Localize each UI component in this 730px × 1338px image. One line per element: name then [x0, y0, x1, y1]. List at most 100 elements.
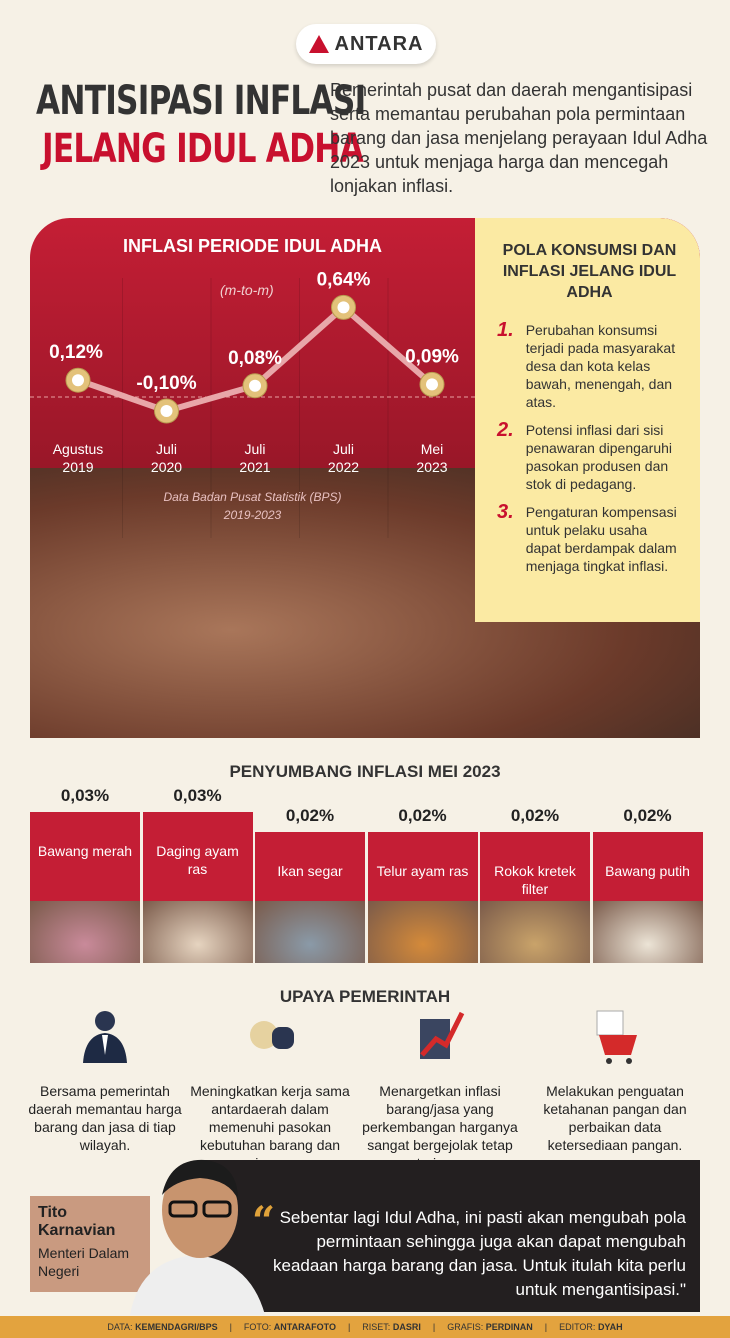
effort-item: Bersama pemerintah daerah memantau harga…	[20, 1005, 190, 1154]
pattern-item: 3. Pengaturan kompensasi untuk pelaku usa…	[497, 501, 682, 575]
data-point-center	[337, 301, 350, 314]
speaker-name: Tito Karnavian	[38, 1204, 116, 1239]
contributor-item: 0,03% Bawang merah	[30, 786, 140, 963]
contributor-card: Bawang merah	[30, 812, 140, 963]
consumption-pattern-box: POLA KONSUMSI DAN INFLASI JELANG IDUL AD…	[475, 218, 700, 622]
credit-key: EDITOR:	[559, 1322, 596, 1332]
product-photo	[142, 901, 253, 963]
x-tick-label: 2022	[328, 459, 359, 475]
divider: |	[347, 1322, 351, 1332]
page-title-line1: ANTISIPASI INFLASI	[36, 78, 366, 124]
data-point-center	[426, 378, 438, 391]
item-number: 3.	[497, 501, 514, 523]
government-efforts-title: UPAYA PEMERINTAH	[279, 987, 451, 1006]
effort-text: Melakukan penguatan ketahanan pangan dan…	[543, 1083, 687, 1153]
credit-key: FOTO:	[243, 1322, 272, 1332]
credit-value: ANTARAFOTO	[273, 1322, 336, 1332]
contributor-label: Daging ayam ras	[156, 843, 239, 877]
quote-box: Sebentar lagi Idul Adha, ini pasti akan …	[200, 1160, 700, 1312]
speaker-card: Tito Karnavian Menteri Dalam Negeri	[30, 1196, 150, 1292]
divider: |	[432, 1322, 436, 1332]
credit-item: EDITOR: DYAH	[559, 1322, 623, 1332]
pattern-title: POLA KONSUMSI DAN INFLASI JELANG IDUL AD…	[502, 242, 677, 301]
pattern-item: 2. Potensi inflasi dari sisi penawaran di…	[497, 419, 682, 493]
quote-mark-icon: “	[252, 1198, 276, 1245]
credit-item: RISET: DASRI	[362, 1322, 421, 1332]
contributor-card: Rokok kretek filter	[480, 832, 590, 963]
source-line2: 2019-2023	[223, 508, 282, 522]
page-title-line2: JELANG IDUL ADHA	[42, 126, 364, 172]
contributor-value: 0,02%	[285, 806, 335, 825]
antara-logo: ANTARA	[296, 24, 436, 64]
contributor-item: 0,02% Rokok kretek filter	[480, 806, 590, 963]
credit-key: DATA:	[107, 1322, 133, 1332]
contributor-card: Daging ayam ras	[142, 812, 253, 963]
effort-text: Bersama pemerintah daerah memantau harga…	[28, 1083, 182, 1153]
credit-value: KEMENDAGRI/BPS	[135, 1322, 218, 1332]
x-tick-label: 2020	[151, 459, 182, 475]
data-label: 0,12%	[49, 342, 103, 363]
data-point-center	[160, 405, 173, 417]
contributor-value: 0,02%	[623, 806, 672, 825]
credit-value: PERDINAN	[485, 1322, 533, 1332]
x-tick-label: 2021	[239, 459, 270, 475]
x-tick-label: 2019	[62, 459, 93, 475]
contributor-label: Bawang merah	[37, 843, 133, 859]
contributor-value: 0,02%	[510, 806, 560, 825]
antara-logo-icon	[308, 35, 329, 53]
item-text: Perubahan konsumsi terjadi pada masyarak…	[525, 322, 676, 410]
intro-text: Pemerintah pusat dan daerah mengantisipa…	[330, 80, 708, 196]
effort-text: Menargetkan inflasi barang/jasa yang per…	[362, 1083, 518, 1171]
product-photo	[367, 901, 478, 963]
contributor-value: 0,03%	[173, 786, 222, 805]
data-point-center	[249, 379, 261, 392]
speaker-portrait	[130, 1159, 265, 1315]
credit-key: GRAFIS:	[447, 1322, 484, 1332]
rising-chart-icon	[420, 1011, 465, 1059]
effort-text: Meningkatkan kerja sama antardaerah dala…	[190, 1083, 350, 1171]
contributor-card: Bawang putih	[592, 832, 703, 963]
contributor-card: Telur ayam ras	[367, 832, 478, 963]
source-line1: Data Badan Pusat Statistik (BPS)	[163, 490, 342, 504]
x-tick-label: Agustus	[53, 441, 104, 457]
quote-text: Sebentar lagi Idul Adha, ini pasti akan …	[272, 1208, 686, 1299]
x-tick-label: Juli	[156, 441, 177, 457]
effort-item: Meningkatkan kerja sama antardaerah dala…	[185, 1005, 355, 1172]
contributor-item: 0,02% Ikan segar	[255, 806, 365, 963]
contributor-label: Telur ayam ras	[376, 863, 469, 879]
contributor-card: Ikan segar	[255, 832, 365, 963]
product-photo	[592, 901, 703, 963]
x-tick-label: Juli	[333, 441, 354, 457]
product-photo	[255, 901, 365, 963]
data-label: 0,08%	[228, 348, 282, 369]
contributor-label: Rokok kretek filter	[494, 863, 576, 897]
contributors-title: PENYUMBANG INFLASI MEI 2023	[229, 762, 501, 781]
shopping-cart-icon	[596, 1010, 637, 1064]
chart-subtitle: (m-to-m)	[220, 282, 274, 298]
credit-value: DASRI	[392, 1322, 421, 1332]
credit-key: RISET:	[362, 1322, 391, 1332]
item-text: Potensi inflasi dari sisi penawaran dipe…	[525, 422, 673, 492]
speaker-role: Menteri Dalam Negeri	[38, 1245, 130, 1279]
handshake-icon	[250, 1021, 294, 1049]
item-number: 1.	[497, 319, 514, 341]
contributor-value: 0,02%	[398, 806, 447, 825]
official-icon	[83, 1011, 127, 1063]
data-point-center	[72, 374, 84, 387]
contributor-value: 0,03%	[60, 786, 110, 805]
data-label: -0,10%	[136, 373, 196, 394]
x-tick-label: 2023	[416, 459, 447, 475]
credit-item: DATA: KEMENDAGRI/BPS	[107, 1322, 217, 1332]
item-text: Pengaturan kompensasi untuk pelaku usaha…	[525, 504, 677, 574]
product-photo	[480, 901, 590, 963]
contributor-label: Bawang putih	[605, 863, 690, 879]
credits-footer: DATA: KEMENDAGRI/BPS | FOTO: ANTARAFOTO | RI…	[0, 1316, 730, 1338]
contributor-label: Ikan segar	[277, 863, 343, 879]
credit-item: GRAFIS: PERDINAN	[447, 1322, 533, 1332]
product-photo	[30, 901, 140, 963]
effort-item: Menargetkan inflasi barang/jasa yang per…	[355, 1005, 525, 1172]
logo-text: ANTARA	[334, 32, 424, 55]
inflation-line-chart: 0,12% Agustus 2019 -0,10% Juli 2020 0,08% Juli 2…	[30, 269, 475, 538]
contributor-item: 0,03% Daging ayam ras	[142, 786, 253, 963]
item-number: 2.	[497, 419, 514, 441]
